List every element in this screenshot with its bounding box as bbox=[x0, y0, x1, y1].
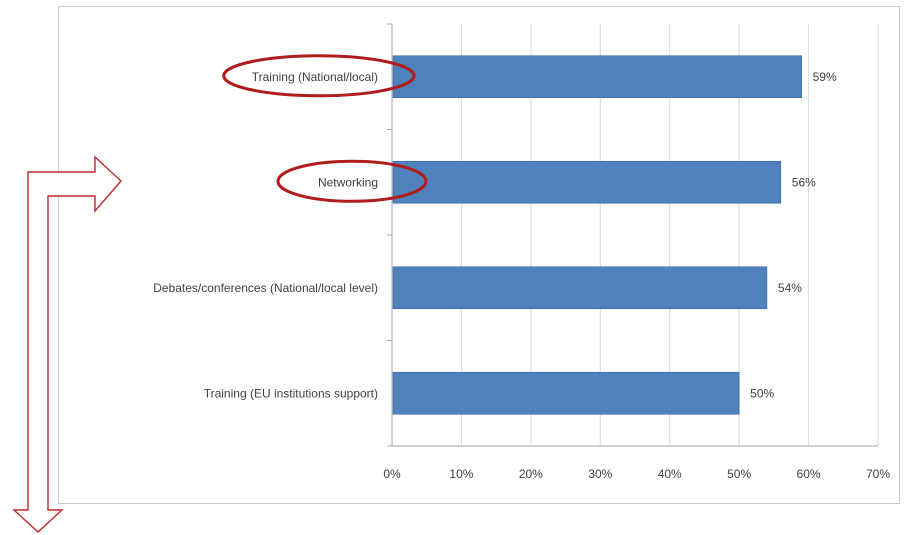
highlight-ellipse bbox=[276, 159, 428, 203]
bar bbox=[392, 266, 768, 310]
bars bbox=[392, 55, 802, 415]
x-tick-label: 60% bbox=[797, 467, 821, 481]
annotations bbox=[12, 54, 428, 533]
data-label: 59% bbox=[813, 70, 837, 84]
data-label: 54% bbox=[778, 281, 802, 295]
data-label: 56% bbox=[792, 175, 816, 189]
category-label: Training (EU institutions support) bbox=[204, 386, 378, 400]
x-tick-label: 40% bbox=[658, 467, 682, 481]
bent-arrow bbox=[12, 155, 122, 533]
bar bbox=[392, 160, 782, 204]
x-tick-label: 20% bbox=[519, 467, 543, 481]
category-label: Training (National/local) bbox=[252, 70, 378, 84]
x-tick-label: 30% bbox=[588, 467, 612, 481]
bar bbox=[392, 55, 802, 99]
x-tick-label: 50% bbox=[727, 467, 751, 481]
x-tick-label: 0% bbox=[383, 467, 401, 481]
x-tick-label: 70% bbox=[866, 467, 890, 481]
highlight-ellipse bbox=[222, 54, 416, 98]
category-label: Networking bbox=[318, 175, 378, 189]
data-label: 50% bbox=[750, 386, 774, 400]
axes bbox=[387, 23, 878, 447]
labels: 0% 10% 20% 30% 40% 50% 60% 70% Training (Nationa… bbox=[153, 70, 890, 481]
x-tick-label: 10% bbox=[449, 467, 473, 481]
category-label: Debates/conferences (National/local leve… bbox=[153, 281, 378, 295]
bar bbox=[392, 371, 740, 415]
